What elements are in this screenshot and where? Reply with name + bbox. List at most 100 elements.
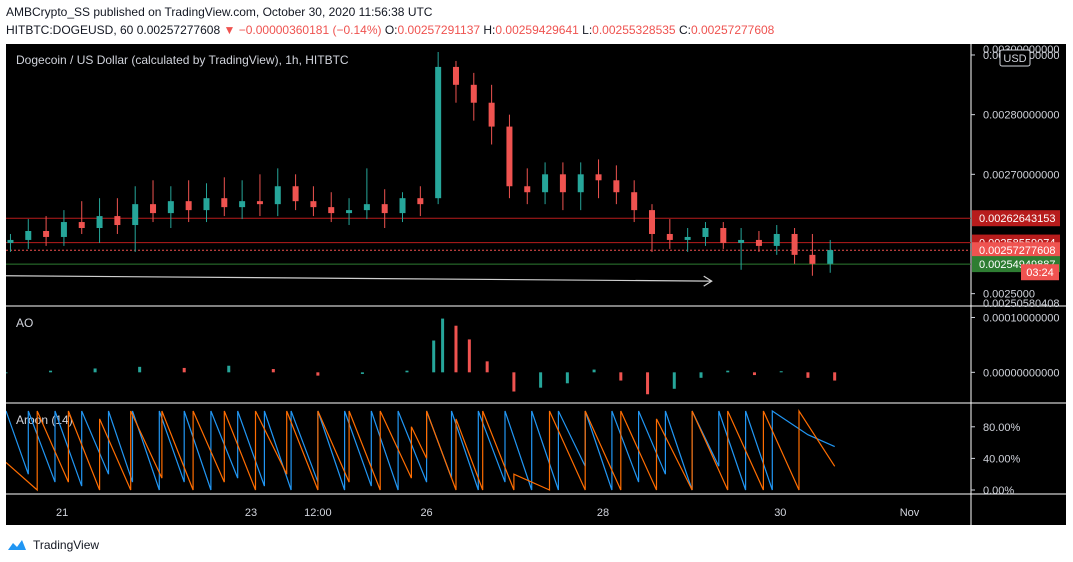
high-label: H: [483, 23, 496, 37]
time-tick-label: Nov [900, 507, 920, 519]
price-tick-label: 0.00280000000 [983, 110, 1059, 122]
publisher-name[interactable]: AMBCrypto_SS [6, 5, 91, 19]
ao-histogram-bar [227, 365, 231, 373]
candle-body [488, 102, 495, 127]
close-label: C: [678, 23, 691, 37]
ao-histogram-bar [405, 370, 409, 373]
ao-histogram-bar [454, 325, 458, 373]
aroon-down-line [6, 408, 836, 492]
ao-histogram-bar [432, 340, 436, 373]
ao-histogram-bar [806, 372, 810, 378]
currency-label: USD [1003, 53, 1026, 65]
time-tick-label: 21 [56, 507, 68, 519]
open-label: O: [384, 23, 398, 37]
candle-body [470, 84, 477, 103]
ao-histogram-bar [699, 372, 703, 378]
candle-body [417, 198, 424, 205]
aroon-up-line [6, 409, 835, 491]
ao-histogram-bar [565, 372, 569, 384]
candle-body [452, 66, 459, 85]
candle-body [310, 201, 317, 208]
aroon-tick-label: 80.00% [983, 422, 1021, 434]
candle-body [221, 198, 228, 208]
candle-body [239, 201, 246, 208]
symbol-label: HITBTC:DOGEUSD, 60 [6, 23, 134, 37]
candle-body [720, 228, 727, 243]
time-tick-label: 30 [774, 507, 786, 519]
countdown-badge [1021, 264, 1059, 281]
candle-body [363, 204, 370, 211]
ao-histogram-bar [752, 372, 756, 376]
ao-histogram-bar [360, 372, 364, 374]
price-tick-label: 0.0025000 [983, 289, 1035, 301]
candle-body [185, 201, 192, 211]
ao-histogram-bar [182, 367, 186, 373]
candle-body [649, 210, 656, 234]
ao-pane-title: AO [16, 316, 33, 330]
candle-body [577, 174, 584, 193]
ao-histogram-bar [646, 372, 650, 395]
ao-histogram-bar [779, 371, 783, 373]
low-value: 0.00255328535 [592, 23, 676, 37]
ao-histogram-bar [619, 372, 623, 381]
tradingview-cloud-icon [8, 540, 26, 550]
candle-body [7, 239, 14, 243]
ao-histogram-bar [726, 370, 730, 373]
ao-histogram-bar [49, 370, 53, 373]
price-change: −0.00000360181 (−0.14%) [238, 23, 382, 37]
candle-body [809, 254, 816, 264]
ao-tick-label: 0.00010000000 [983, 312, 1059, 324]
chart-area[interactable]: Dogecoin / US Dollar (calculated by Trad… [6, 44, 1066, 525]
close-value: 0.00257277608 [690, 23, 775, 37]
time-tick-label: 23 [245, 507, 257, 519]
ao-histogram-bar [592, 369, 596, 373]
candle-body [25, 230, 32, 240]
candle-body [96, 216, 103, 229]
candle-body [150, 204, 157, 214]
candle-body [827, 250, 834, 264]
aroon-tick-label: 0.00% [983, 485, 1014, 497]
candle-body [559, 174, 566, 193]
ao-histogram-bar [467, 339, 471, 373]
ao-histogram-bar [539, 372, 543, 388]
last-price: 0.00257277608 [136, 23, 221, 37]
candle-body [167, 201, 174, 214]
candle-body [595, 174, 602, 181]
candle-body [399, 198, 406, 214]
ao-histogram-bar [271, 369, 275, 373]
candle-body [755, 239, 762, 246]
candle-body [381, 204, 388, 214]
ao-histogram-bar [485, 361, 489, 373]
candle-body [78, 222, 85, 229]
high-value: 0.00259429641 [495, 23, 579, 37]
price-tick-label: 0.00250580408 [983, 298, 1059, 310]
candle-body [256, 201, 263, 205]
candle-body [203, 198, 210, 211]
price-line-badge [972, 210, 1060, 227]
published-text: published on TradingView.com, October 30… [93, 5, 433, 19]
ao-histogram-bar [512, 372, 516, 392]
aroon-tick-label: 40.00% [983, 453, 1021, 465]
ao-histogram-bar [672, 372, 676, 389]
time-tick-label: 28 [597, 507, 609, 519]
down-arrow-icon: ▼ [223, 23, 236, 37]
chart-svg[interactable]: Dogecoin / US Dollar (calculated by Trad… [6, 44, 1066, 525]
candle-body [114, 216, 121, 226]
ao-histogram-bar [833, 372, 837, 381]
price-tick-label: 0.00270000000 [983, 169, 1059, 181]
tradingview-logo[interactable]: TradingView [6, 535, 99, 555]
candle-body [506, 126, 513, 187]
currency-badge [999, 49, 1031, 67]
price-line-badge [972, 242, 1060, 259]
ao-tick-label: 0.00000000000 [983, 367, 1059, 379]
candle-body [43, 230, 50, 237]
candle-body [684, 236, 691, 240]
ohlc-legend: HITBTC:DOGEUSD, 60 0.00257277608 ▼ −0.00… [6, 23, 774, 37]
price-line-label: 0.00257277608 [979, 245, 1055, 257]
candle-body [542, 174, 549, 193]
publish-info: AMBCrypto_SS published on TradingView.co… [6, 5, 432, 19]
candle-body [613, 180, 620, 193]
candle-body [702, 228, 709, 237]
main-pane-title: Dogecoin / US Dollar (calculated by Trad… [16, 53, 349, 67]
trend-line [6, 275, 712, 282]
